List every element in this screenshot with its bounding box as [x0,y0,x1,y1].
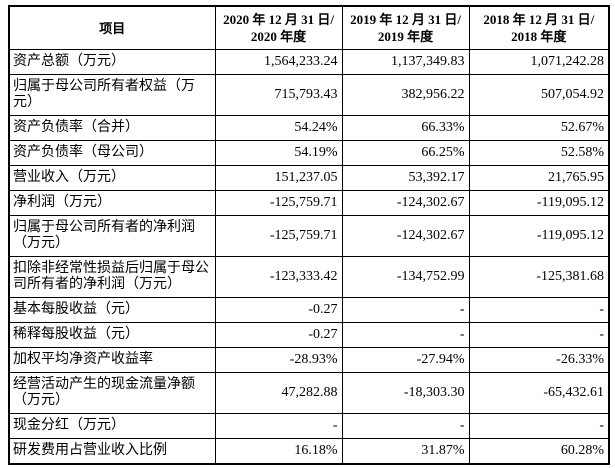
cell-value: 47,282.88 [214,372,343,414]
cell-value: 31.87% [341,438,470,465]
column-header-item: 项目 [8,5,216,50]
row-weighted-avg-roe: 加权平均净资产收益率 -28.93% -27.94% -26.33% [8,347,610,373]
cell-value: 1,071,242.28 [468,49,610,75]
cell-value: -0.27 [214,297,343,323]
cell-value: -125,759.71 [214,190,343,216]
row-label: 归属于母公司所有者权益（万 元） [8,74,216,116]
row-debt-ratio-consolidated: 资产负债率（合并） 54.24% 66.33% 52.67% [8,115,610,141]
row-diluted-eps: 稀释每股收益（元） -0.27 - - [8,322,610,348]
cell-value: - [468,413,610,439]
row-label: 资产负债率（合并） [8,115,216,141]
row-net-profit: 净利润（万元） -125,759.71 -124,302.67 -119,095… [8,190,610,216]
cell-value: -134,752.99 [341,256,470,298]
cell-value: -124,302.67 [341,215,470,257]
row-cash-dividend: 现金分红（万元） - - - [8,413,610,439]
cell-value: 21,765.95 [468,165,610,191]
row-label: 营业收入（万元） [8,165,216,191]
column-header-period-2018: 2018 年 12 月 31 日/ 2018 年度 [468,5,610,50]
cell-value: -0.27 [214,322,343,348]
row-parent-equity: 归属于母公司所有者权益（万 元） 715,793.43 382,956.22 5… [8,74,610,116]
cell-value: 507,054.92 [468,74,610,116]
cell-value: - [214,413,343,439]
cell-value: 66.33% [341,115,470,141]
cell-value: 53,392.17 [341,165,470,191]
cell-value: - [341,413,470,439]
cell-value: 715,793.43 [214,74,343,116]
cell-value: - [341,322,470,348]
row-label: 经营活动产生的现金流量净额 （万元） [8,372,216,414]
cell-value: -125,381.68 [468,256,610,298]
financial-summary-table: 项目 2020 年 12 月 31 日/ 2020 年度 2019 年 12 月… [8,5,610,465]
table-header-row: 项目 2020 年 12 月 31 日/ 2020 年度 2019 年 12 月… [8,5,610,50]
cell-value: -28.93% [214,347,343,373]
cell-value: 16.18% [214,438,343,465]
cell-value: -27.94% [341,347,470,373]
cell-value: -125,759.71 [214,215,343,257]
cell-value: 1,137,349.83 [341,49,470,75]
cell-value: 52.67% [468,115,610,141]
row-debt-ratio-parent: 资产负债率（母公司） 54.19% 66.25% 52.58% [8,140,610,166]
cell-value: 52.58% [468,140,610,166]
row-operating-cash-flow: 经营活动产生的现金流量净额 （万元） 47,282.88 -18,303.30 … [8,372,610,414]
cell-value: 54.19% [214,140,343,166]
row-label: 加权平均净资产收益率 [8,347,216,373]
cell-value: -123,333.42 [214,256,343,298]
row-basic-eps: 基本每股收益（元） -0.27 - - [8,297,610,323]
row-label: 净利润（万元） [8,190,216,216]
cell-value: - [468,322,610,348]
column-header-period-2019: 2019 年 12 月 31 日/ 2019 年度 [341,5,470,50]
column-header-period-2020: 2020 年 12 月 31 日/ 2020 年度 [214,5,343,50]
row-label: 资产负债率（母公司） [8,140,216,166]
cell-value: -119,095.12 [468,190,610,216]
row-label: 扣除非经常性损益后归属于母公 司所有者的净利润（万元） [8,256,216,298]
cell-value: 1,564,233.24 [214,49,343,75]
row-rd-expense-ratio: 研发费用占营业收入比例 16.18% 31.87% 60.28% [8,438,610,465]
row-label: 基本每股收益（元） [8,297,216,323]
cell-value: -18,303.30 [341,372,470,414]
cell-value: 66.25% [341,140,470,166]
cell-value: - [468,297,610,323]
cell-value: -119,095.12 [468,215,610,257]
cell-value: 54.24% [214,115,343,141]
row-label: 现金分红（万元） [8,413,216,439]
cell-value: -26.33% [468,347,610,373]
row-label: 资产总额（万元） [8,49,216,75]
cell-value: -65,432.61 [468,372,610,414]
cell-value: 151,237.05 [214,165,343,191]
row-operating-revenue: 营业收入（万元） 151,237.05 53,392.17 21,765.95 [8,165,610,191]
row-label: 归属于母公司所有者的净利润 （万元） [8,215,216,257]
row-net-profit-parent: 归属于母公司所有者的净利润 （万元） -125,759.71 -124,302.… [8,215,610,257]
cell-value: - [341,297,470,323]
row-label: 稀释每股收益（元） [8,322,216,348]
row-total-assets: 资产总额（万元） 1,564,233.24 1,137,349.83 1,071… [8,49,610,75]
cell-value: 382,956.22 [341,74,470,116]
cell-value: 60.28% [468,438,610,465]
row-net-profit-parent-deducted: 扣除非经常性损益后归属于母公 司所有者的净利润（万元） -123,333.42 … [8,256,610,298]
row-label: 研发费用占营业收入比例 [8,438,216,465]
cell-value: -124,302.67 [341,190,470,216]
